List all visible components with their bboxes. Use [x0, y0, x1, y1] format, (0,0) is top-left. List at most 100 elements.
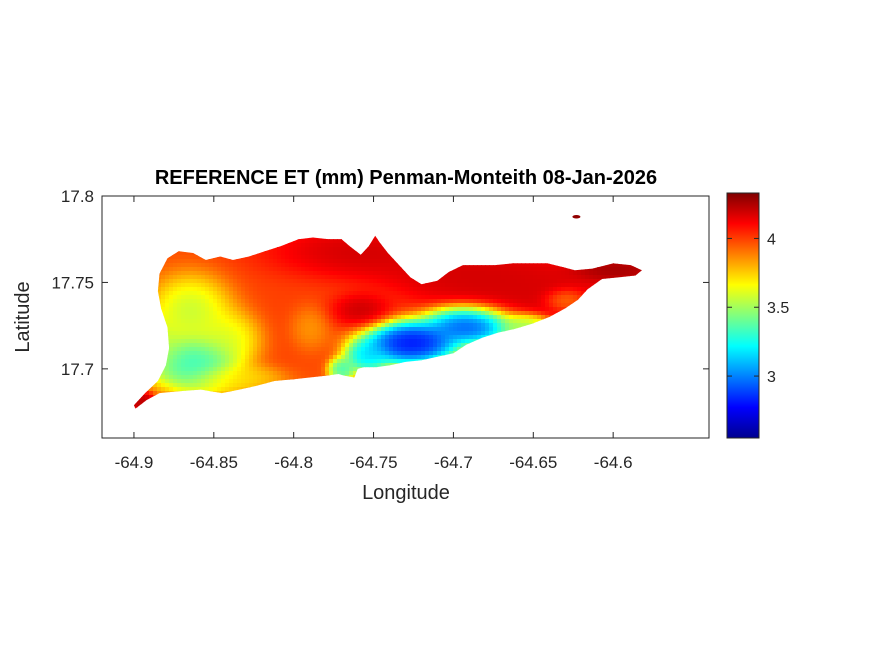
heatmap-cell: [413, 287, 418, 292]
heatmap-cell: [169, 351, 174, 356]
heatmap-cell: [329, 323, 334, 328]
heatmap-cell: [449, 339, 454, 344]
heatmap-cell: [425, 315, 430, 320]
heatmap-cell: [221, 331, 226, 336]
heatmap-cell: [173, 335, 178, 340]
heatmap-cell: [233, 275, 238, 280]
heatmap-cell: [249, 343, 254, 348]
heatmap-cell: [617, 263, 622, 268]
heatmap-cell: [461, 283, 466, 288]
heatmap-cell: [509, 327, 514, 332]
heatmap-cell: [477, 323, 482, 328]
heatmap-cell: [237, 351, 242, 356]
heatmap-cell: [429, 291, 434, 296]
heatmap-cell: [245, 343, 250, 348]
heatmap-cell: [205, 351, 210, 356]
heatmap-cell: [337, 331, 342, 336]
heatmap-cell: [417, 311, 422, 316]
heatmap-cell: [249, 351, 254, 356]
heatmap-cell: [181, 251, 186, 256]
heatmap-cell: [297, 335, 302, 340]
heatmap-cell: [449, 323, 454, 328]
heatmap-cell: [513, 307, 518, 312]
heatmap-cell: [453, 303, 458, 308]
heatmap-cell: [281, 343, 286, 348]
heatmap-cell: [493, 315, 498, 320]
heatmap-cell: [533, 267, 538, 272]
heatmap-cell: [613, 267, 618, 272]
heatmap-cell: [273, 299, 278, 304]
heatmap-cell: [573, 295, 578, 300]
heatmap-cell: [385, 347, 390, 352]
heatmap-cell: [401, 347, 406, 352]
heatmap-cell: [185, 279, 190, 284]
heatmap-cell: [389, 263, 394, 268]
heatmap-cell: [329, 347, 334, 352]
heatmap-cell: [265, 323, 270, 328]
heatmap-cell: [273, 275, 278, 280]
heatmap-cell: [345, 299, 350, 304]
heatmap-cell: [333, 335, 338, 340]
heatmap-cell: [285, 247, 290, 252]
heatmap-cell: [405, 327, 410, 332]
heatmap-cell: [265, 339, 270, 344]
heatmap-cell: [493, 307, 498, 312]
heatmap-cell: [445, 335, 450, 340]
heatmap-cell: [321, 311, 326, 316]
heatmap-cell: [597, 271, 602, 276]
heatmap-cell: [541, 275, 546, 280]
heatmap-cell: [205, 287, 210, 292]
heatmap-cell: [401, 287, 406, 292]
heatmap-cell: [373, 259, 378, 264]
heatmap-cell: [617, 271, 622, 276]
heatmap-cell: [249, 307, 254, 312]
heatmap-cell: [321, 263, 326, 268]
heatmap-cell: [557, 307, 562, 312]
heatmap-cell: [289, 331, 294, 336]
heatmap-cell: [277, 307, 282, 312]
heatmap-cell: [545, 291, 550, 296]
heatmap-cell: [465, 287, 470, 292]
heatmap-cell: [401, 299, 406, 304]
heatmap-cell: [293, 239, 298, 244]
heatmap-cell: [277, 287, 282, 292]
heatmap-cell: [349, 291, 354, 296]
heatmap-cell: [309, 307, 314, 312]
heatmap-cell: [373, 319, 378, 324]
heatmap-cell: [585, 287, 590, 292]
heatmap-cell: [461, 343, 466, 348]
heatmap-cell: [377, 299, 382, 304]
heatmap-cell: [253, 339, 258, 344]
heatmap-cell: [245, 283, 250, 288]
heatmap-cell: [345, 283, 350, 288]
heatmap-cell: [341, 283, 346, 288]
heatmap-cell: [373, 291, 378, 296]
heatmap-cell: [345, 339, 350, 344]
heatmap-cell: [329, 247, 334, 252]
heatmap-cell: [213, 331, 218, 336]
heatmap-cell: [237, 339, 242, 344]
heatmap-cell: [273, 283, 278, 288]
heatmap-cell: [185, 251, 190, 256]
heatmap-cell: [265, 347, 270, 352]
heatmap-cell: [313, 247, 318, 252]
heatmap-cell: [369, 267, 374, 272]
heatmap-cell: [277, 351, 282, 356]
heatmap-cell: [481, 287, 486, 292]
heatmap-cell: [253, 319, 258, 324]
heatmap-cell: [493, 331, 498, 336]
heatmap-cell: [429, 323, 434, 328]
heatmap-cell: [625, 271, 630, 276]
heatmap-cell: [373, 323, 378, 328]
heatmap-cell: [253, 295, 258, 300]
heatmap-cell: [461, 323, 466, 328]
heatmap-cell: [217, 331, 222, 336]
heatmap-cell: [245, 259, 250, 264]
heatmap-cell: [305, 283, 310, 288]
heatmap-cell: [441, 347, 446, 352]
heatmap-cell: [205, 311, 210, 316]
heatmap-cell: [317, 335, 322, 340]
heatmap-cell: [513, 291, 518, 296]
heatmap-cell: [481, 267, 486, 272]
heatmap-cell: [237, 319, 242, 324]
